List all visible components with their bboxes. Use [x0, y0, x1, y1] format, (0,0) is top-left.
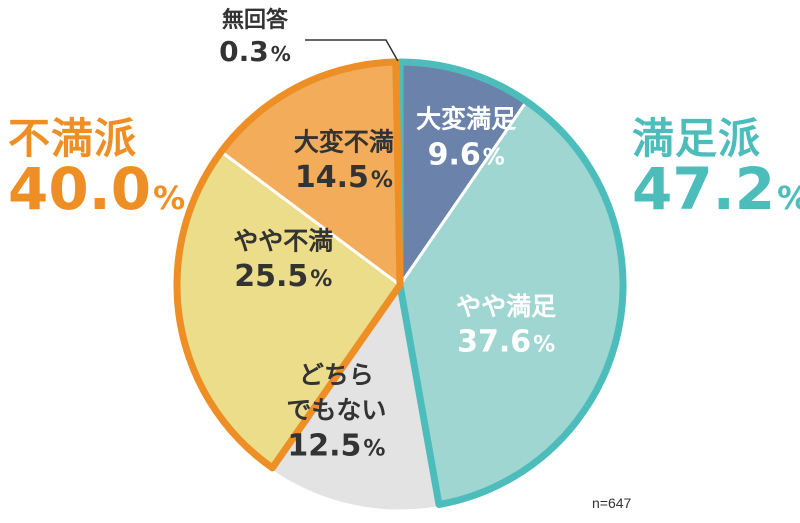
group-outlines: [173, 58, 627, 509]
slice-label-name: 無回答: [222, 7, 289, 33]
slice-label-name: でもない: [286, 396, 386, 425]
slice-label-name: どちら: [299, 361, 374, 390]
group-outline: [396, 58, 627, 509]
pie-slice: [269, 283, 442, 513]
slice-label: やや不満 25.5%: [233, 226, 333, 294]
slice-labels: 大変満足 9.6%やや満足 37.6%どちらでもない 12.5%やや不満 25.5%大変…: [233, 105, 556, 464]
group-value-satisfied: 47.2%: [632, 160, 800, 218]
group-name-dissatisfied: 不満派: [8, 114, 138, 163]
slice-label: 大変不満 14.5%: [294, 127, 394, 195]
slice-label-percent: %: [533, 333, 555, 358]
group-outline: [173, 58, 404, 472]
slice-label-name: やや不満: [233, 226, 333, 255]
group-label-satisfied: 満足派 47.2%: [632, 114, 800, 219]
slice-label-value: 14.5: [295, 160, 369, 195]
slice-label-value: 37.6: [457, 325, 531, 360]
group-value-number-dissatisfied: 40.0: [8, 155, 152, 223]
group-name-satisfied: 満足派: [632, 114, 762, 163]
group-label-dissatisfied: 不満派 40.0%: [8, 114, 185, 219]
slice-label-percent: %: [483, 145, 505, 170]
slice-label: どちらでもない 12.5%: [286, 361, 386, 464]
slice-label-name: 大変不満: [294, 127, 394, 156]
slice-label-value: 0.3%: [219, 35, 291, 68]
group-value-number-satisfied: 47.2: [632, 155, 776, 223]
slice-label-name: 大変満足: [416, 105, 516, 134]
slice-label: 大変満足 9.6%: [416, 105, 516, 173]
slice-label-percent: %: [363, 436, 385, 461]
slice-label-value: 25.5: [234, 259, 308, 294]
group-value-percent-satisfied: %: [777, 179, 800, 217]
slice-label: やや満足 37.6%: [456, 292, 556, 360]
group-value-percent-dissatisfied: %: [153, 179, 186, 217]
slice-label-value: 12.5: [287, 428, 361, 463]
no-answer-leader-line: [305, 39, 399, 62]
group-value-dissatisfied: 40.0%: [8, 160, 185, 218]
slice-label-percent: %: [310, 267, 332, 292]
slice-label-name: やや満足: [456, 292, 556, 321]
slice-label-percent: %: [271, 42, 291, 66]
slice-label-percent: %: [371, 168, 393, 193]
slice-label-value: 9.6: [428, 137, 481, 172]
sample-size-note: n=647: [592, 495, 632, 511]
